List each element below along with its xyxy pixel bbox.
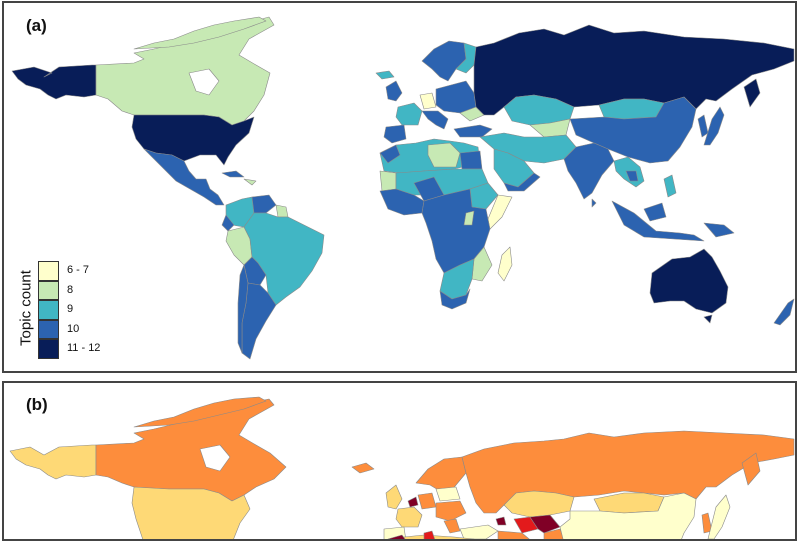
region-iran: [497, 530, 530, 539]
region-australia: [649, 248, 729, 314]
region-egypt: [459, 150, 483, 170]
map-panel-b: (b): [2, 381, 797, 541]
region-germany: [419, 92, 437, 110]
region-morocco: [379, 144, 401, 164]
region-mongolia: [593, 492, 665, 514]
region-yemen-oman: [503, 172, 541, 192]
region-france: [395, 102, 423, 126]
panel-label-b: (b): [26, 395, 48, 414]
region-india: [563, 142, 615, 200]
region-turkey: [459, 524, 499, 539]
region-kamchatka: [743, 78, 761, 108]
region-germany: [417, 492, 437, 510]
legend-item: 11 - 12: [38, 339, 118, 359]
region-philippines: [663, 174, 677, 198]
legend-item: 8: [38, 280, 118, 300]
legend-item: 9: [38, 300, 118, 320]
region-canada-arctic: [133, 16, 267, 50]
legend-items: 6 - 7 8 9 10 11 - 12: [38, 261, 118, 359]
region-new-zealand: [773, 298, 795, 326]
region-mexico: [143, 148, 225, 206]
region-chile: [237, 264, 249, 354]
legend-swatch: [38, 300, 59, 320]
region-scandinavia: [415, 456, 467, 496]
region-balkans: [443, 518, 461, 534]
panel-label-a: (a): [26, 16, 47, 35]
region-iberia: [383, 124, 407, 144]
legend-swatch: [38, 319, 59, 339]
legend-title: Topic count: [17, 270, 35, 346]
legend-item: 10: [38, 319, 118, 339]
region-alaska: [11, 64, 97, 100]
region-scandinavia: [421, 40, 467, 82]
region-guianas: [275, 204, 289, 218]
region-uganda: [463, 210, 475, 226]
legend-swatch: [38, 339, 59, 359]
region-usa: [131, 486, 251, 539]
region-eastern-europe: [435, 80, 477, 114]
region-indonesia: [611, 200, 735, 242]
region-turkey: [453, 124, 493, 138]
region-kamchatka: [741, 452, 761, 486]
world-map-panel-b: [9, 396, 795, 539]
legend-swatch: [38, 280, 59, 300]
map-panel-a: (a) Topic count 6 - 7 8 9 10: [2, 1, 797, 373]
region-france: [395, 506, 423, 528]
region-iceland: [351, 462, 375, 474]
region-canada: [95, 16, 275, 126]
region-eastern-europe: [435, 500, 467, 522]
region-caucasus: [495, 516, 507, 526]
region-japan: [707, 494, 731, 539]
region-mauritania: [379, 170, 397, 192]
region-korea-japan: [697, 106, 725, 146]
region-uk: [385, 484, 403, 510]
region-uk: [385, 80, 403, 102]
region-south-africa: [439, 288, 471, 310]
region-madagascar: [497, 246, 513, 282]
region-poland: [435, 486, 461, 502]
region-benelux: [407, 496, 419, 508]
world-map-topic-count: [11, 16, 795, 360]
region-kazakhstan: [503, 490, 575, 518]
region-italy-balkans: [421, 110, 449, 130]
region-alaska: [9, 444, 97, 480]
region-kazakhstan: [503, 94, 575, 126]
region-libya: [427, 142, 461, 168]
region-venezuela: [251, 194, 277, 214]
region-central-asia: [529, 118, 571, 138]
region-somalia: [487, 194, 513, 230]
legend-swatch: [38, 261, 59, 281]
legend-item: 6 - 7: [38, 261, 118, 281]
